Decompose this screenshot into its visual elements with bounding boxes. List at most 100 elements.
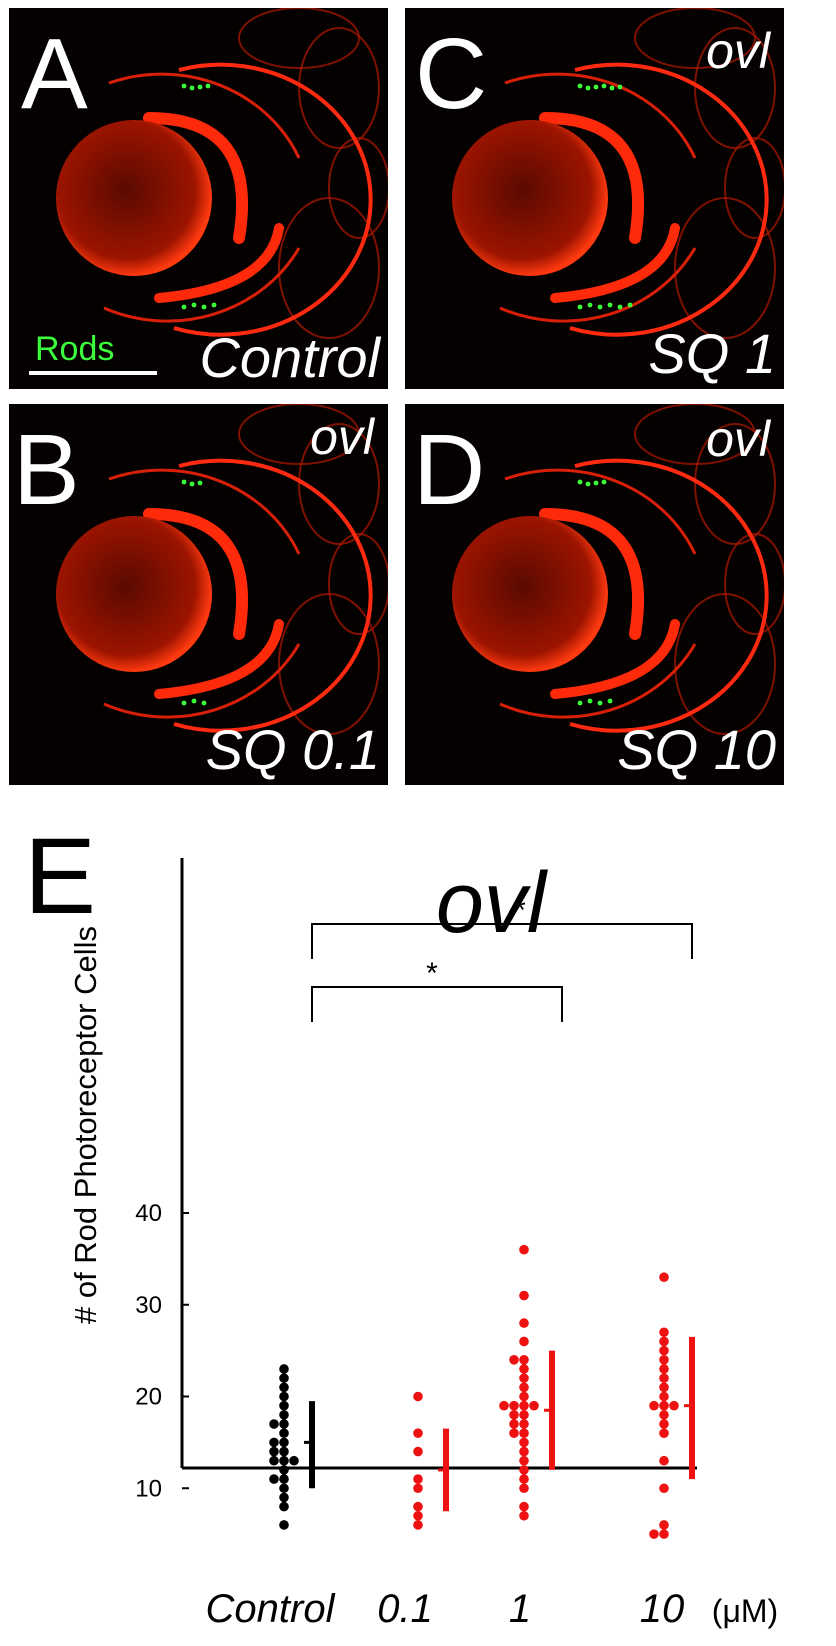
data-point <box>509 1419 519 1429</box>
data-point <box>519 1382 529 1393</box>
lens <box>452 120 608 276</box>
tissue-blob <box>238 404 360 465</box>
retina-arc <box>499 247 697 323</box>
rod-cell <box>205 83 211 89</box>
rod-cell <box>607 698 613 704</box>
retina-arc <box>103 247 301 323</box>
rod-cell <box>201 304 207 310</box>
chart-title: ovl <box>436 855 546 951</box>
significance-label: * <box>514 894 526 927</box>
data-point <box>279 1465 289 1475</box>
data-point <box>279 1446 289 1457</box>
lens <box>452 516 608 672</box>
data-point <box>519 1446 529 1457</box>
panel-letter: A <box>21 18 88 130</box>
data-point <box>413 1483 423 1494</box>
panel-a: A Rods Control <box>9 8 388 389</box>
tissue-blob <box>328 137 388 239</box>
retina-arc <box>504 468 697 555</box>
retina-outer-arc <box>173 62 373 337</box>
data-point <box>519 1400 529 1411</box>
data-point <box>269 1474 279 1484</box>
data-point <box>279 1373 289 1383</box>
data-point <box>519 1510 529 1521</box>
rod-cell <box>617 304 623 310</box>
rod-cell <box>593 84 599 90</box>
data-point <box>519 1391 529 1402</box>
data-point <box>649 1400 659 1411</box>
data-point <box>659 1364 669 1374</box>
data-point <box>659 1483 669 1494</box>
retina-arc <box>108 72 301 159</box>
data-point <box>509 1400 519 1411</box>
plexiform-band <box>143 112 249 244</box>
rod-cell <box>587 302 593 308</box>
data-point <box>519 1428 529 1438</box>
plexiform-band <box>154 223 284 303</box>
data-point <box>519 1483 529 1494</box>
data-point <box>659 1382 669 1393</box>
lens <box>56 120 212 276</box>
rod-cell <box>607 302 613 308</box>
lens <box>56 516 212 672</box>
rod-cell <box>201 700 207 706</box>
data-point <box>659 1410 669 1420</box>
retina-arc <box>499 643 697 719</box>
data-point <box>519 1364 529 1374</box>
rod-cell <box>197 84 203 90</box>
panel-letter: D <box>413 414 486 526</box>
retina-arc <box>103 643 301 719</box>
retina-image-b <box>56 404 388 735</box>
rod-cell <box>585 85 591 91</box>
data-point <box>659 1428 669 1438</box>
data-point <box>413 1474 423 1484</box>
rod-cell <box>197 480 203 486</box>
data-point <box>413 1501 423 1512</box>
x-category-label: 1 <box>509 1587 531 1631</box>
y-tick-label: 30 <box>135 1292 162 1319</box>
retina-image-c <box>452 8 784 339</box>
data-point <box>519 1336 529 1347</box>
panel-b: B ovl SQ 0.1 <box>9 404 388 785</box>
data-point <box>269 1446 279 1457</box>
rod-cell <box>587 698 593 704</box>
genotype-label: ovl <box>706 23 770 79</box>
tissue-blob <box>634 404 756 465</box>
y-tick-label: 10 <box>135 1475 162 1502</box>
data-point <box>519 1373 529 1383</box>
rod-cell <box>577 479 583 485</box>
tissue-blob <box>238 8 360 69</box>
plexiform-band <box>550 619 680 699</box>
data-point <box>279 1428 289 1438</box>
significance-bracket <box>311 923 693 959</box>
rod-cell <box>601 83 607 89</box>
x-category-label: Control <box>206 1587 336 1631</box>
data-point <box>413 1520 423 1530</box>
data-point <box>413 1510 423 1521</box>
data-point <box>519 1290 529 1301</box>
scatter-chart: 10 20 30 40 # of Rod Photoreceptor Cells Cont… <box>68 858 778 1631</box>
panel-letter: B <box>13 414 80 526</box>
data-point <box>279 1391 289 1402</box>
data-point <box>269 1419 279 1429</box>
scale-bar <box>29 371 157 375</box>
treatment-label: SQ 0.1 <box>205 718 380 781</box>
data-point <box>279 1437 289 1448</box>
data-point <box>279 1492 289 1503</box>
data-point <box>413 1428 423 1438</box>
data-point <box>519 1244 529 1255</box>
data-point <box>659 1391 669 1402</box>
rod-cell <box>189 481 195 487</box>
data-point <box>519 1437 529 1448</box>
y-tick-label: 40 <box>135 1200 162 1227</box>
rod-cell <box>211 302 217 308</box>
retina-arc <box>108 468 301 555</box>
plexiform-band <box>539 112 645 244</box>
tissue-blob <box>724 137 784 239</box>
rod-cell <box>181 700 187 706</box>
data-point <box>529 1400 539 1411</box>
data-point <box>519 1501 529 1512</box>
rod-cell <box>189 85 195 91</box>
significance-bracket <box>311 986 563 1022</box>
data-point <box>659 1272 669 1283</box>
